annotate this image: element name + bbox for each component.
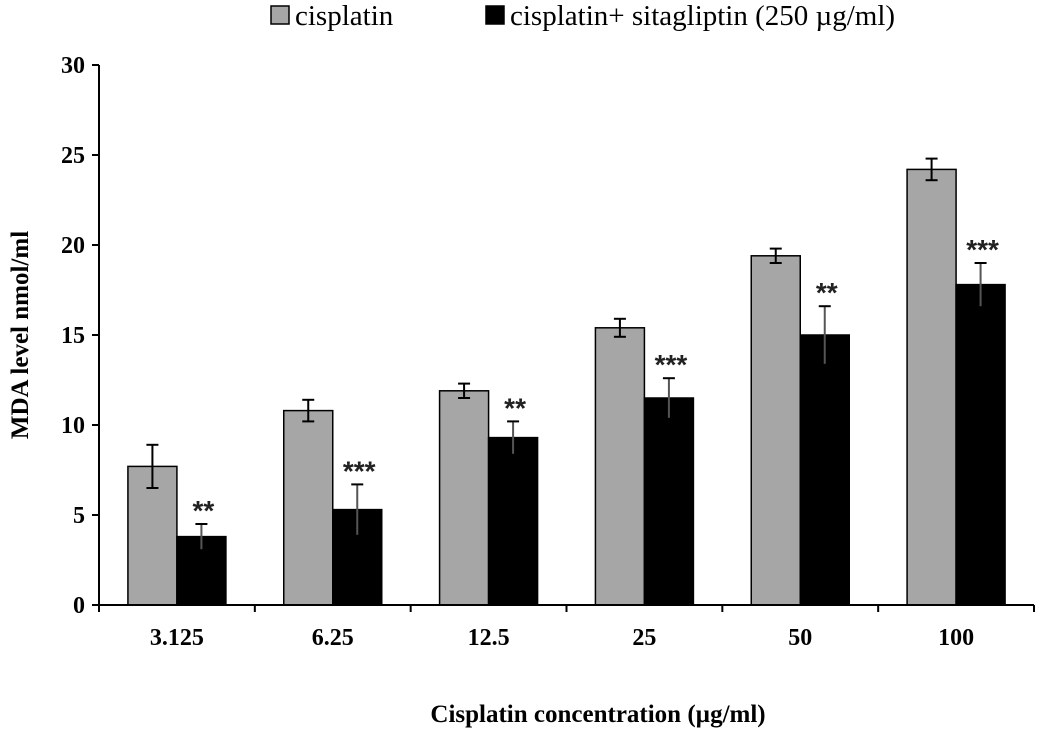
legend-label: cisplatin+ sitagliptin (250 µg/ml) xyxy=(510,0,895,32)
significance-label: ** xyxy=(193,495,215,526)
significance-label: *** xyxy=(655,349,688,380)
legend: cisplatin cisplatin+ sitagliptin (250 µg/… xyxy=(270,0,895,32)
x-axis-title: Cisplatin concentration (µg/ml) xyxy=(430,701,765,728)
y-tick-label: 15 xyxy=(61,323,85,349)
x-tick-label: 50 xyxy=(788,625,812,651)
cisplatin-sitagliptin-bar xyxy=(955,283,1006,606)
y-axis-title: MDA level nmol/ml xyxy=(7,231,34,439)
x-tick-label: 100 xyxy=(938,625,974,651)
significance-label: ** xyxy=(816,277,838,308)
cisplatin-bar xyxy=(438,390,490,606)
cisplatin-bar xyxy=(594,327,646,606)
x-tick-label: 25 xyxy=(632,625,656,651)
cisplatin-sitagliptin-bar xyxy=(643,397,695,606)
legend-swatch xyxy=(270,5,290,25)
y-tick-label: 10 xyxy=(61,413,85,439)
significance-label: *** xyxy=(343,455,376,486)
y-tick-label: 20 xyxy=(61,233,85,259)
y-tick-label: 25 xyxy=(61,143,85,169)
significance-label: *** xyxy=(966,234,999,265)
significance-label: ** xyxy=(504,392,526,423)
cisplatin-bar xyxy=(906,168,957,606)
x-tick-label: 12.5 xyxy=(468,625,510,651)
x-axis-ticks: 3.125 6.25 12.5 25 50 100 xyxy=(98,605,1035,651)
x-tick-label: 3.125 xyxy=(150,625,204,651)
y-tick-label: 0 xyxy=(73,593,85,619)
bars: *************** xyxy=(127,157,1006,606)
y-axis-ticks: 0 5 10 15 20 25 30 xyxy=(61,53,99,619)
cisplatin-sitagliptin-bar xyxy=(487,436,539,606)
y-tick-label: 30 xyxy=(61,53,85,79)
cisplatin-bar xyxy=(750,255,801,606)
legend-swatch xyxy=(485,5,505,25)
x-tick-label: 6.25 xyxy=(312,625,354,651)
legend-label: cisplatin xyxy=(295,0,394,32)
y-tick-label: 5 xyxy=(73,503,85,529)
cisplatin-bar xyxy=(283,409,334,606)
cisplatin-sitagliptin-bar xyxy=(799,334,850,606)
